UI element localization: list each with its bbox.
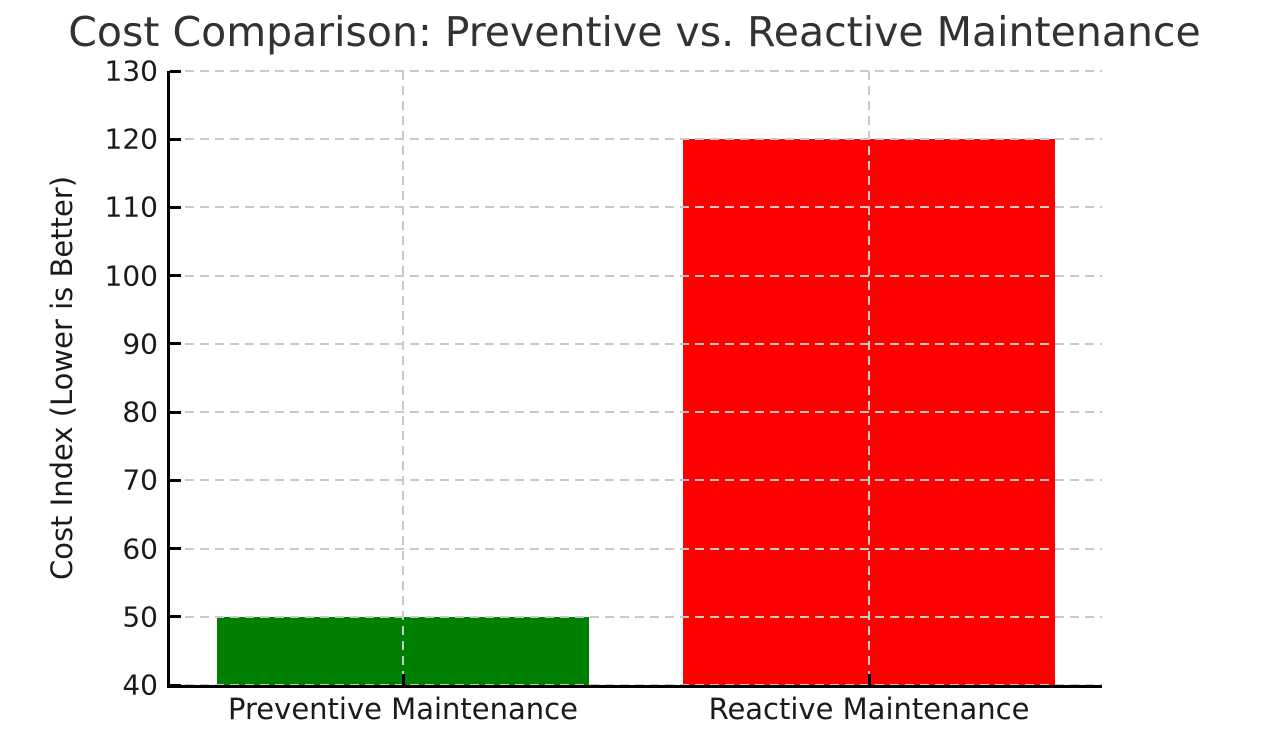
y-tick-mark [170,205,181,209]
y-tick-mark [170,274,181,278]
y-tick-label: 130 [104,54,158,88]
gridline-horizontal [170,70,1102,72]
gridline-vertical [868,71,870,685]
y-tick-mark [170,410,181,414]
x-category-label: Reactive Maintenance [708,692,1030,726]
gridline-horizontal [170,547,1102,550]
gridline-horizontal [170,615,1102,618]
x-tick-mark [867,674,871,685]
y-tick-mark [170,615,181,619]
y-tick-label: 100 [104,259,158,293]
y-tick-label: 70 [122,463,158,497]
x-tick-mark [401,674,405,685]
y-tick-mark [170,547,181,551]
gridline-horizontal [170,138,1102,141]
y-tick-label: 40 [122,668,158,702]
y-axis-label: Cost Index (Lower is Better) [45,175,79,581]
x-category-label: Preventive Maintenance [228,692,578,726]
y-tick-mark [170,342,181,346]
gridline-horizontal [170,479,1102,482]
y-tick-label: 60 [122,532,158,566]
y-tick-mark [170,69,181,73]
y-tick-label: 90 [122,327,158,361]
y-tick-label: 110 [104,190,158,224]
gridline-horizontal [170,274,1102,277]
y-tick-label: 120 [104,122,158,156]
gridline-vertical [402,71,404,685]
x-axis-spine [167,685,1102,688]
gridline-horizontal [170,411,1102,414]
chart-title: Cost Comparison: Preventive vs. Reactive… [68,8,1201,56]
y-axis-spine [167,71,170,688]
y-tick-mark [170,137,181,141]
y-tick-mark [170,478,181,482]
gridline-horizontal [170,206,1102,209]
y-tick-label: 50 [122,600,158,634]
y-tick-label: 80 [122,395,158,429]
gridline-horizontal [170,342,1102,345]
